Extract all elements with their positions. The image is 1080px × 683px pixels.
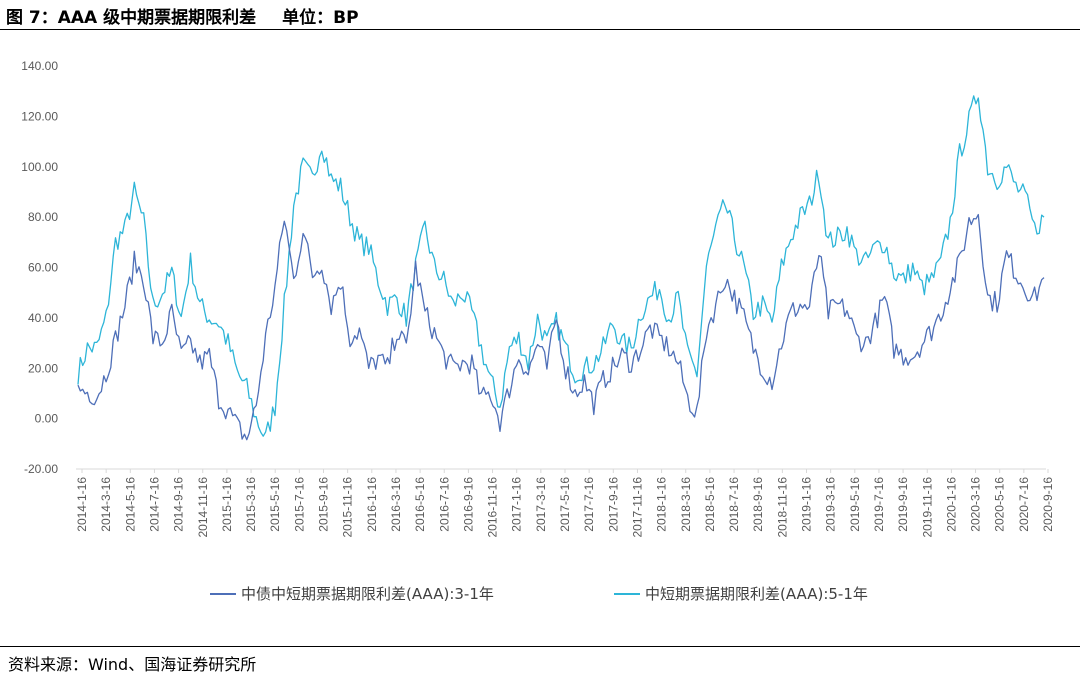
x-tick-label: 2018-5-16 (703, 477, 717, 532)
x-tick-label: 2018-7-16 (727, 477, 741, 532)
x-tick-label: 2016-9-16 (461, 477, 475, 532)
x-tick-label: 2017-7-16 (582, 477, 596, 532)
y-tick-label: 80.00 (28, 210, 58, 224)
x-tick-label: 2020-1-16 (944, 477, 958, 532)
y-tick-label: 20.00 (28, 361, 58, 375)
x-tick-label: 2019-3-16 (824, 477, 838, 532)
x-tick-label: 2014-11-16 (196, 477, 210, 538)
x-tick-label: 2020-7-16 (1017, 477, 1031, 532)
source-note: 资料来源：Wind、国海证券研究所 (8, 655, 257, 674)
x-tick-label: 2015-1-16 (220, 477, 234, 532)
x-axis: 2014-1-16 2014-3-16 2014-5-16 2014-7-16 2014… (75, 468, 1055, 538)
x-tick-label: 2020-9-16 (1041, 477, 1055, 532)
x-tick-label: 2016-3-16 (389, 477, 403, 532)
x-tick-label: 2016-1-16 (365, 477, 379, 532)
y-axis: 140.00 120.00 100.00 80.00 60.00 40.00 20.00 0.… (21, 59, 58, 476)
x-tick-label: 2014-5-16 (123, 477, 137, 532)
x-tick-label: 2015-7-16 (292, 477, 306, 532)
x-tick-label: 2019-5-16 (848, 477, 862, 532)
legend-label: 中债中短期票据期限利差(AAA):3-1年 (241, 585, 494, 603)
x-tick-label: 2014-9-16 (172, 477, 186, 532)
x-tick-label: 2019-7-16 (872, 477, 886, 532)
x-tick-label: 2017-3-16 (534, 477, 548, 532)
y-tick-label: -20.00 (24, 462, 58, 476)
chart-title-text: 图 7：AAA 级中期票据期限利差 (6, 8, 257, 28)
x-tick-label: 2018-9-16 (751, 477, 765, 532)
x-tick-label: 2017-9-16 (606, 477, 620, 532)
x-tick-label: 2017-1-16 (510, 477, 524, 532)
x-tick-label: 2016-11-16 (486, 477, 500, 538)
x-tick-label: 2019-1-16 (800, 477, 814, 532)
x-tick-label: 2015-9-16 (317, 477, 331, 532)
y-tick-label: 100.00 (21, 160, 58, 174)
y-tick-label: 0.00 (35, 412, 59, 426)
series-line-3-1y (77, 213, 1045, 441)
series-line-5-1y (77, 95, 1045, 437)
x-tick-label: 2018-1-16 (655, 477, 669, 532)
x-tick-label: 2020-5-16 (993, 477, 1007, 532)
x-tick-label: 2015-5-16 (268, 477, 282, 532)
x-tick-label: 2015-11-16 (341, 477, 355, 538)
x-tick-label: 2014-7-16 (147, 477, 161, 532)
y-tick-label: 40.00 (28, 311, 58, 325)
title-bar: 图 7：AAA 级中期票据期限利差 单位：BP (0, 0, 1080, 30)
y-tick-label: 120.00 (21, 109, 58, 123)
legend-label: 中短期票据期限利差(AAA):5-1年 (645, 585, 868, 603)
x-tick-label: 2016-5-16 (413, 477, 427, 532)
x-tick-label: 2019-9-16 (896, 477, 910, 532)
x-tick-label: 2014-1-16 (75, 477, 89, 532)
x-tick-label: 2019-11-16 (920, 477, 934, 538)
x-tick-label: 2016-7-16 (437, 477, 451, 532)
unit-label: 单位：BP (282, 8, 359, 28)
page-title: 图 7：AAA 级中期票据期限利差 单位：BP (6, 3, 359, 28)
top-divider (0, 29, 1080, 30)
x-tick-label: 2017-11-16 (630, 477, 644, 538)
x-tick-label: 2015-3-16 (244, 477, 258, 532)
y-tick-label: 60.00 (28, 261, 58, 275)
line-chart: 140.00 120.00 100.00 80.00 60.00 40.00 20.00 0.… (21, 59, 1055, 603)
legend: 中债中短期票据期限利差(AAA):3-1年 中短期票据期限利差(AAA):5-1年 (210, 585, 868, 603)
series-layer (77, 95, 1045, 441)
y-tick-label: 140.00 (21, 59, 58, 73)
bottom-divider (0, 646, 1080, 647)
x-tick-label: 2020-3-16 (969, 477, 983, 532)
x-tick-label: 2018-11-16 (775, 477, 789, 538)
x-tick-label: 2017-5-16 (558, 477, 572, 532)
x-tick-label: 2018-3-16 (679, 477, 693, 532)
x-tick-label: 2014-3-16 (99, 477, 113, 532)
